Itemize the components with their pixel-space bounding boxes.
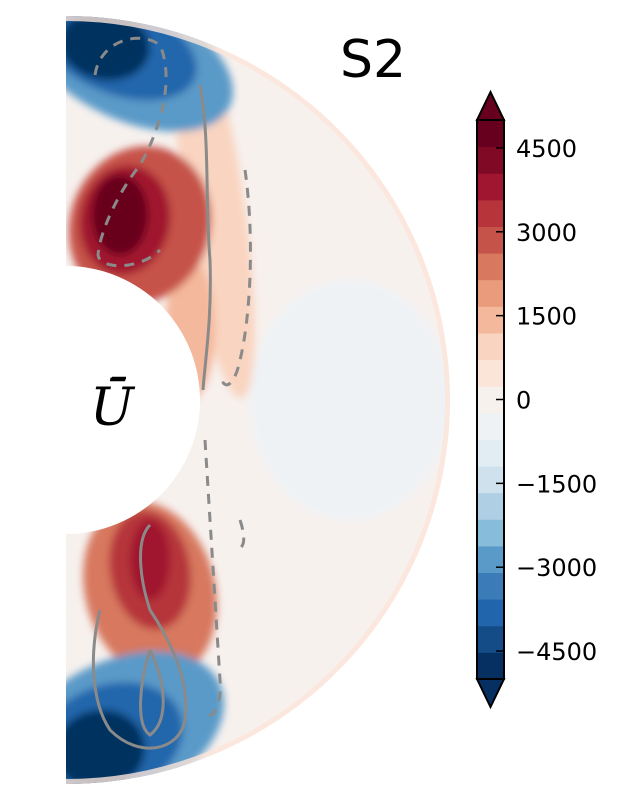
- colorbar-tick-label-6: −4500: [516, 638, 597, 666]
- contour-lines: [91, 36, 252, 750]
- outer-rim: [66, 16, 450, 784]
- contour-line-5: [203, 439, 222, 718]
- colorbar-band-11: [477, 359, 504, 387]
- colorbar-band-1: [477, 625, 504, 653]
- colorbar-band-16: [477, 226, 504, 254]
- colorbar-extend-min: [475, 678, 506, 710]
- contour-line-1: [198, 84, 212, 391]
- colorbar-band-9: [477, 412, 504, 440]
- contour-line-4: [139, 649, 165, 737]
- colorbar-tick-label-4: −1500: [516, 470, 597, 498]
- field-region-2-layer-2: [66, 16, 150, 81]
- colorbar-band-6: [477, 492, 504, 520]
- colorbar-band-4: [477, 545, 504, 574]
- field-region-5-layer-2: [66, 709, 145, 784]
- colorbar-band-20: [477, 120, 504, 148]
- colorbar-band-7: [477, 466, 504, 494]
- colorbar-band-17: [477, 199, 504, 227]
- field-symbol: Ū: [90, 376, 136, 438]
- colorbar-band-0: [477, 652, 504, 680]
- colorbar-band-8: [477, 439, 504, 467]
- panel-title: S2: [340, 30, 406, 90]
- field-region-0-layer-0: [250, 280, 450, 520]
- colorbar-tick-label-0: 4500: [516, 135, 577, 163]
- field-region-4-layer-2: [130, 520, 170, 600]
- colorbar-band-12: [477, 332, 504, 361]
- colorbar-tick-label-5: −3000: [516, 554, 597, 582]
- colorbar-band-19: [477, 146, 504, 174]
- colorbar-band-15: [477, 253, 504, 281]
- colorbar-band-14: [477, 279, 504, 307]
- contour-line-6: [238, 519, 246, 550]
- field-region-3-layer-2: [92, 175, 148, 255]
- colorbar-tick-label-2: 1500: [516, 303, 577, 331]
- colorbar-tick-label-1: 3000: [516, 219, 577, 247]
- contour-line-0: [93, 36, 168, 268]
- colorbar-tick-label-3: 0: [516, 387, 531, 415]
- colorbar: 4500 3000 1500 0 −1500 −3000 −4500: [475, 89, 597, 710]
- colorbar-band-3: [477, 572, 504, 600]
- colorbar-band-18: [477, 173, 504, 201]
- field-regions: [66, 16, 450, 784]
- contour-line-2: [220, 169, 252, 387]
- svg-text:Ū: Ū: [90, 378, 136, 438]
- colorbar-extend-max: [475, 89, 506, 121]
- colorbar-ticks: 4500 3000 1500 0 −1500 −3000 −4500: [496, 135, 597, 666]
- colorbar-band-5: [477, 519, 504, 547]
- field-plot: [66, 16, 450, 784]
- colorbar-band-2: [477, 599, 504, 627]
- colorbar-band-13: [477, 306, 504, 334]
- contour-line-3: [91, 523, 188, 750]
- field-fill: [66, 16, 450, 784]
